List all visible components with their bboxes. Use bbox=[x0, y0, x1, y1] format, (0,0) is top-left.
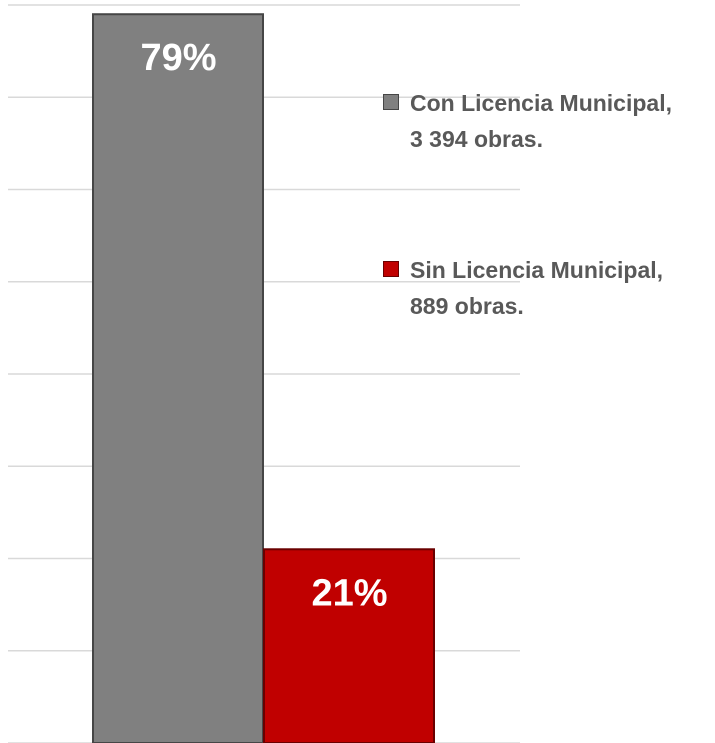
legend-swatch bbox=[383, 261, 399, 277]
bar bbox=[263, 548, 435, 743]
data-label: 79% bbox=[140, 37, 216, 79]
legend-item: Sin Licencia Municipal, 889 obras. bbox=[383, 255, 683, 324]
legend-swatch bbox=[383, 94, 399, 110]
legend-label: Con Licencia Municipal, 3 394 obras. bbox=[410, 90, 672, 152]
bar bbox=[92, 13, 264, 743]
legend-label: Sin Licencia Municipal, 889 obras. bbox=[410, 257, 664, 319]
legend-item: Con Licencia Municipal, 3 394 obras. bbox=[383, 88, 683, 157]
data-label: 21% bbox=[311, 572, 387, 614]
